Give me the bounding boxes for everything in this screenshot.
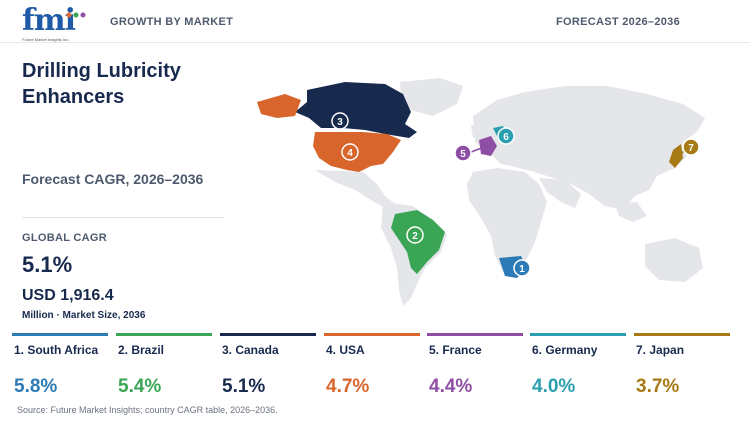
- highlighted-countries: [257, 82, 683, 278]
- card-color-bar: [12, 333, 108, 336]
- growth-by-market-label: GROWTH BY MARKET: [110, 16, 234, 28]
- page-title: Drilling Lubricity Enhancers: [22, 60, 181, 108]
- card-country-name: 7. Japan: [636, 343, 685, 357]
- card-color-bar: [530, 333, 626, 336]
- logo-wordmark: fmi: [22, 3, 76, 38]
- greenland-shape: [400, 78, 463, 116]
- logo-subtitle: Future Market Insights Inc.: [22, 37, 70, 42]
- mexico-central-america-shape: [315, 170, 395, 208]
- france-shape: [479, 136, 497, 156]
- marker-label-germany: 6: [503, 132, 509, 143]
- card-color-bar: [324, 333, 420, 336]
- card-cagr-value: 4.0%: [532, 376, 576, 397]
- card-cagr-value: 5.8%: [14, 376, 58, 397]
- marker-label-canada: 3: [337, 117, 343, 128]
- country-card-germany[interactable]: 6. Germany 4.0%: [530, 333, 626, 399]
- card-color-bar: [634, 333, 730, 336]
- world-map[interactable]: 3 4 2 1 5 6 7: [235, 72, 735, 320]
- card-country-name: 4. USA: [326, 343, 365, 357]
- card-cagr-value: 4.4%: [429, 376, 473, 397]
- marker-france[interactable]: [454, 144, 472, 162]
- card-color-bar: [116, 333, 212, 336]
- card-cagr-value: 5.4%: [118, 376, 162, 397]
- card-country-name: 5. France: [429, 343, 482, 357]
- marker-label-brazil: 2: [412, 231, 418, 242]
- forecast-cagr-label: Forecast CAGR, 2026–2036: [22, 171, 204, 187]
- marker-label-usa: 4: [347, 148, 353, 159]
- card-color-bar: [220, 333, 316, 336]
- uk-shape: [471, 122, 481, 138]
- forecast-period-label: FORECAST 2026–2036: [555, 16, 680, 28]
- card-color-bar: [427, 333, 523, 336]
- leader-line-france: [470, 145, 488, 153]
- card-country-name: 2. Brazil: [118, 343, 165, 357]
- card-cagr-value: 5.1%: [222, 376, 266, 397]
- divider: [22, 217, 224, 218]
- logo-people-icon: [66, 12, 86, 18]
- global-cagr-value: 5.1%: [22, 252, 73, 277]
- card-cagr-value: 3.7%: [636, 376, 680, 397]
- card-country-name: 1. South Africa: [14, 343, 99, 357]
- world-landmass: [315, 78, 705, 306]
- marker-label-japan: 7: [688, 143, 694, 154]
- marker-brazil[interactable]: [406, 226, 424, 244]
- market-size-value: USD 1,916.4: [22, 287, 114, 304]
- global-cagr-label: GLOBAL CAGR: [22, 232, 107, 244]
- marker-usa[interactable]: [341, 143, 359, 161]
- country-cards: 1. South Africa 5.8% 2. Brazil 5.4% 3. C…: [12, 333, 736, 399]
- marker-canada[interactable]: [331, 112, 349, 130]
- country-card-south-africa[interactable]: 1. South Africa 5.8%: [12, 333, 108, 399]
- card-cagr-value: 4.7%: [326, 376, 370, 397]
- arabia-india-shape: [539, 178, 581, 208]
- marker-label-south-africa: 1: [519, 264, 525, 275]
- country-card-brazil[interactable]: 2. Brazil 5.4%: [116, 333, 212, 399]
- country-card-france[interactable]: 5. France 4.4%: [427, 333, 523, 399]
- card-country-name: 6. Germany: [532, 343, 598, 357]
- africa-shape: [467, 168, 547, 276]
- card-country-name: 3. Canada: [222, 343, 279, 357]
- australia-shape: [645, 238, 703, 282]
- canada-shape: [295, 82, 417, 138]
- country-card-canada[interactable]: 3. Canada 5.1%: [220, 333, 316, 399]
- marker-label-france: 5: [460, 149, 466, 160]
- country-card-japan[interactable]: 7. Japan 3.7%: [634, 333, 730, 399]
- header-bar: fmi Future Market Insights Inc. GROWTH B…: [0, 0, 750, 43]
- market-size-caption: Million · Market Size, 2036: [22, 310, 146, 321]
- japan-shape: [669, 144, 683, 168]
- marker-south-africa[interactable]: [513, 259, 531, 277]
- source-note: Source: Future Market Insights; country …: [17, 405, 278, 415]
- fmi-logo[interactable]: fmi Future Market Insights Inc.: [22, 3, 92, 42]
- europe-asia-shape: [473, 86, 705, 210]
- marker-japan[interactable]: [682, 138, 700, 156]
- alaska-shape: [257, 94, 301, 118]
- southeast-asia-shape: [615, 202, 647, 222]
- map-markers: 3 4 2 1 5 6 7: [331, 112, 700, 277]
- marker-germany[interactable]: [497, 127, 515, 145]
- country-card-usa[interactable]: 4. USA 4.7%: [324, 333, 420, 399]
